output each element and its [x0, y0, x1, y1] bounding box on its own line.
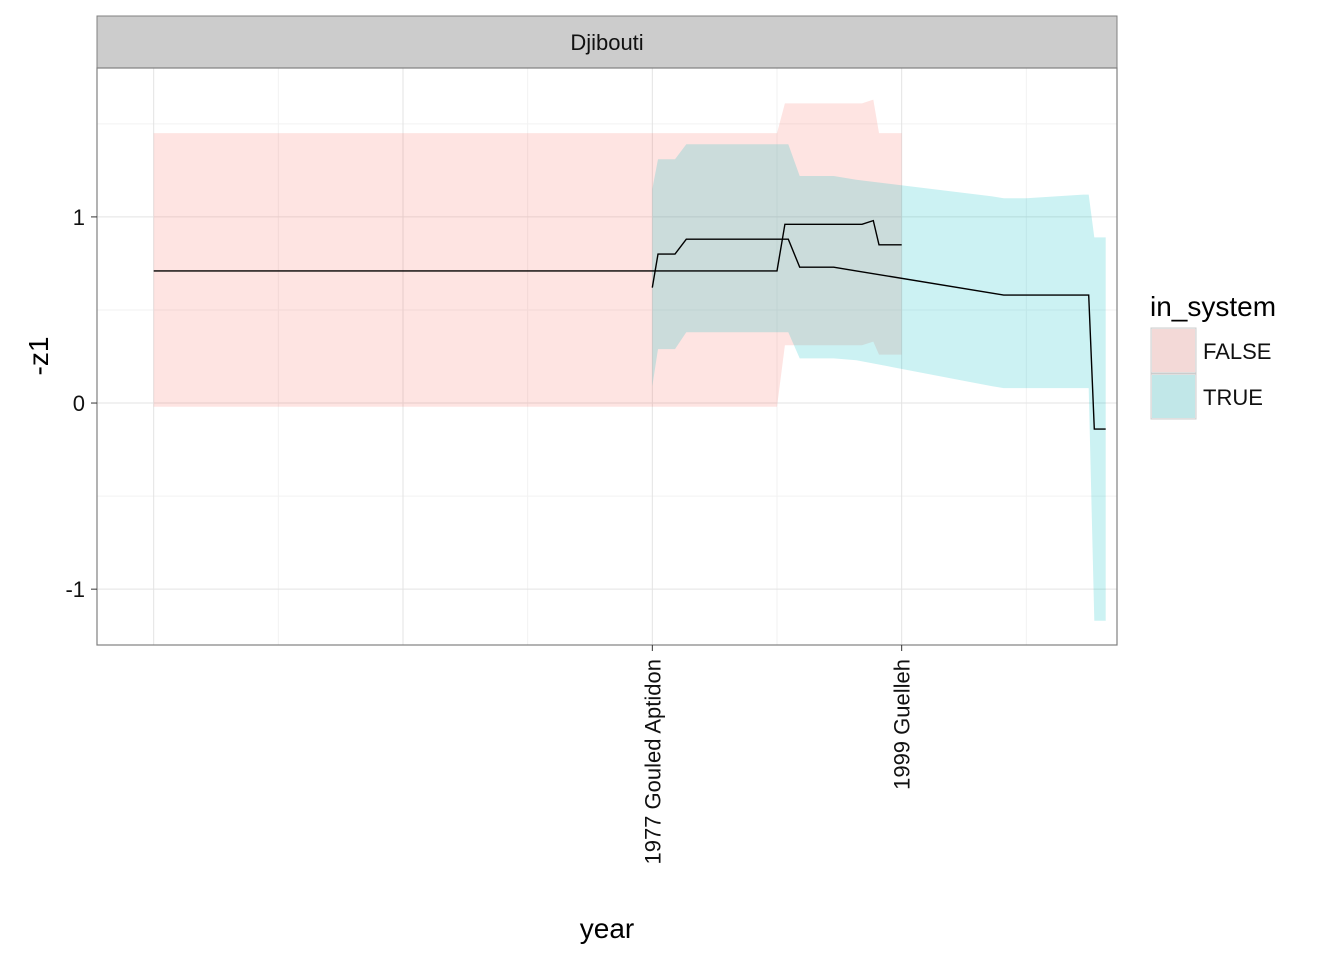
- legend-title: in_system: [1150, 291, 1276, 322]
- legend-key-bg: [1150, 373, 1197, 420]
- facet-strip-label: Djibouti: [570, 30, 643, 55]
- lines: [153, 219, 1106, 430]
- y-tick-label: -1: [65, 577, 85, 602]
- plot-panel: [97, 68, 1117, 645]
- y-tick-label: 1: [73, 205, 85, 230]
- x-tick-label: 1977 Gouled Aptidon: [640, 659, 665, 865]
- legend-label: TRUE: [1203, 385, 1263, 410]
- y-tick-label: 0: [73, 391, 85, 416]
- x-axis-title: year: [580, 913, 634, 944]
- y-axis-title: -z1: [23, 337, 54, 376]
- y-axis: -1 0 1: [65, 205, 97, 602]
- legend-key-false: [1152, 329, 1195, 372]
- series-line-false: [153, 219, 902, 272]
- legend: in_system FALSE TRUE: [1150, 291, 1276, 420]
- x-axis: 1977 Gouled Aptidon 1999 Guelleh: [640, 645, 915, 865]
- series-line-true: [651, 238, 1106, 430]
- ribbons: [153, 99, 1106, 621]
- ribbon-false: [153, 99, 902, 407]
- plot-panel-border: [96, 67, 1118, 646]
- legend-key-bg: [1150, 327, 1197, 374]
- legend-key-true: [1152, 375, 1195, 418]
- x-tick-label: 1999 Guelleh: [890, 659, 915, 790]
- ribbon-true: [652, 144, 1106, 621]
- legend-label: FALSE: [1203, 339, 1271, 364]
- facet-strip: [96, 15, 1118, 69]
- grid-minor: [97, 68, 1117, 645]
- grid-major: [97, 68, 1117, 645]
